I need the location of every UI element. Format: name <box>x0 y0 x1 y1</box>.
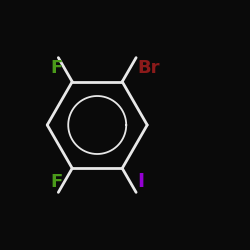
Text: F: F <box>50 60 62 78</box>
Text: F: F <box>50 172 62 190</box>
Text: Br: Br <box>138 60 160 78</box>
Text: I: I <box>138 172 144 191</box>
